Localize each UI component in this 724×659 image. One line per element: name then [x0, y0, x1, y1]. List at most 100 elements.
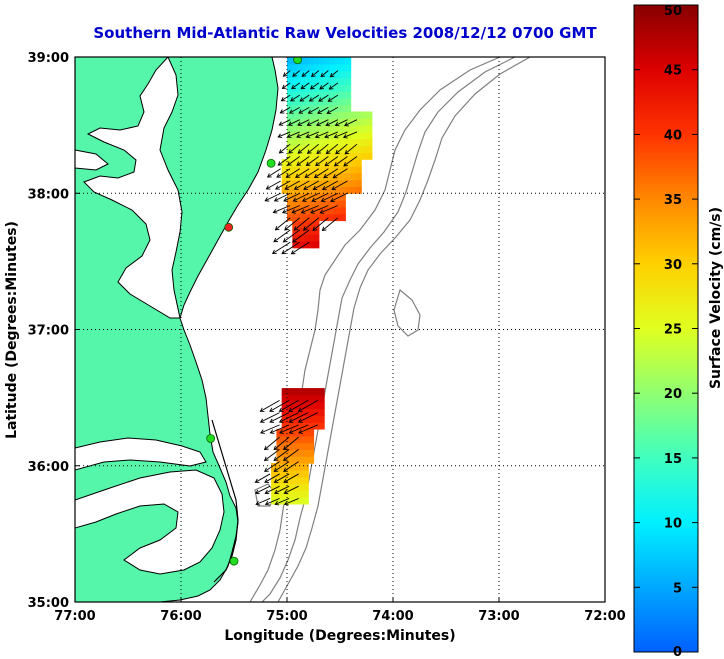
velocity-cell: [302, 476, 309, 485]
velocity-cell: [318, 159, 325, 167]
velocity-cell: [334, 91, 341, 99]
velocity-cell: [318, 111, 325, 119]
velocity-arrow: [322, 217, 339, 231]
velocity-cell: [313, 179, 320, 188]
velocity-cell: [340, 152, 346, 160]
velocity-cell: [302, 227, 309, 235]
colorbar-tick-label: 10: [664, 517, 682, 532]
velocity-cell: [313, 227, 320, 235]
velocity-cell: [340, 206, 346, 215]
velocity-cell: [366, 152, 373, 160]
velocity-cell: [281, 415, 288, 423]
velocity-cell: [324, 152, 330, 160]
velocity-arrow-head: [282, 72, 288, 77]
velocity-arrow: [343, 131, 358, 138]
velocity-cell: [334, 138, 341, 147]
x-axis-ticks: 77:00 76:00 75:00 74:00 73:00 72:00: [54, 597, 626, 624]
velocity-arrow-head: [319, 209, 325, 214]
chesapeake-bay: [83, 57, 183, 319]
velocity-arrow: [308, 107, 320, 114]
velocity-arrow-head: [274, 225, 280, 231]
velocity-cell: [302, 469, 309, 478]
velocity-arrow-head: [266, 173, 272, 178]
x-tick-label: 72:00: [584, 609, 625, 624]
velocity-cell: [287, 408, 293, 416]
velocity-arrow: [302, 192, 319, 202]
velocity-arrow-head: [297, 418, 303, 423]
velocity-arrow: [265, 498, 280, 505]
velocity-arrow-head: [335, 149, 340, 155]
velocity-arrow: [275, 180, 291, 190]
velocity-cell: [334, 104, 341, 113]
velocity-cell: [287, 152, 293, 160]
velocity-cell: [276, 449, 283, 457]
velocity-arrow-head: [288, 407, 294, 412]
velocity-cell: [318, 138, 325, 147]
velocity-cell: [361, 118, 368, 126]
velocity-cell: [302, 490, 309, 498]
velocity-cell: [318, 166, 325, 174]
velocity-cell: [287, 456, 293, 464]
velocity-cell: [287, 166, 293, 174]
radar-station-marker: [224, 222, 234, 232]
velocity-cell: [302, 104, 309, 113]
y-axis-ticks: 35:00 36:00 37:00 38:00 39:00: [28, 51, 80, 611]
velocity-cell: [287, 388, 293, 396]
velocity-cell: [318, 172, 325, 181]
velocity-cell: [276, 490, 283, 498]
velocity-cell: [308, 104, 315, 113]
velocity-cell: [334, 186, 341, 194]
velocity-cell: [324, 179, 330, 188]
velocity-cell: [345, 186, 352, 194]
velocity-arrow: [298, 424, 318, 434]
velocity-arrow: [310, 82, 320, 90]
velocity-cell: [308, 97, 315, 106]
velocity-cell: [302, 145, 309, 153]
velocity-cell: [302, 77, 309, 85]
velocity-cell: [302, 118, 309, 126]
velocity-cell: [287, 118, 293, 126]
velocity-cell: [355, 118, 362, 126]
velocity-arrow-head: [306, 149, 312, 154]
velocity-arrow: [279, 399, 299, 412]
velocity-cell: [287, 186, 293, 194]
velocity-cell: [350, 186, 357, 194]
velocity-cell: [297, 125, 304, 133]
velocity-cell: [340, 70, 346, 79]
velocity-cell: [318, 394, 325, 403]
velocity-arrow: [309, 94, 320, 102]
velocity-cell: [302, 497, 309, 505]
velocity-cell: [350, 159, 357, 167]
velocity-arrow-head: [285, 173, 291, 178]
velocity-cell: [281, 428, 288, 437]
velocity-cell: [292, 172, 299, 181]
velocity-cell: [318, 77, 325, 85]
radar-station-marker: [206, 434, 216, 443]
velocity-cell: [324, 213, 330, 222]
velocity-arrow-head: [323, 173, 328, 179]
velocity-cell: [313, 193, 320, 201]
x-tick-label: 75:00: [266, 609, 307, 624]
velocity-arrow-head: [254, 489, 260, 495]
velocity-arrow-head: [273, 467, 279, 472]
velocity-cell: [276, 497, 283, 505]
velocity-cell: [324, 70, 330, 79]
velocity-arrow-head: [279, 109, 285, 114]
velocity-arrow-head: [324, 161, 330, 167]
velocity-cell: [297, 166, 304, 174]
velocity-cell: [281, 422, 288, 430]
velocity-cell: [334, 206, 341, 215]
velocity-cell: [281, 166, 288, 174]
velocity-cell: [302, 63, 309, 72]
velocity-cell: [297, 91, 304, 99]
velocity-cell: [302, 111, 309, 119]
velocity-arrow: [283, 192, 300, 202]
velocity-arrow-head: [315, 121, 321, 127]
grid-lines: [75, 57, 605, 602]
velocity-cell: [292, 145, 299, 153]
velocity-arrow: [319, 82, 329, 90]
velocity-arrow-head: [269, 429, 275, 434]
velocity-cell: [308, 240, 315, 249]
velocity-cell: [302, 463, 309, 471]
velocity-cell: [292, 131, 299, 140]
